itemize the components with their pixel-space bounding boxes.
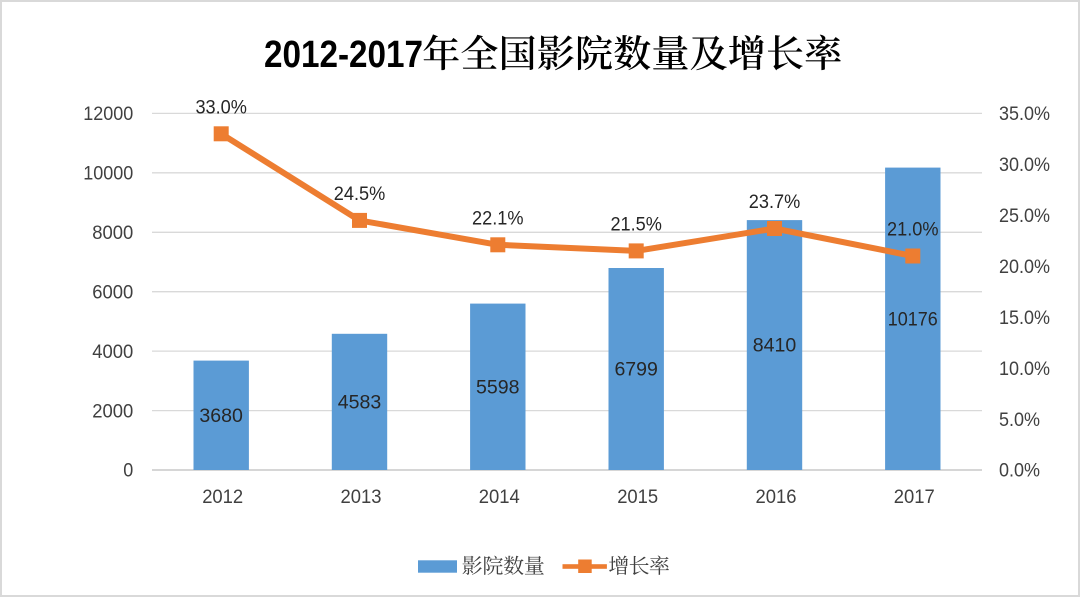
svg-text:24.5%: 24.5% xyxy=(334,183,386,205)
svg-text:8410: 8410 xyxy=(753,335,797,357)
svg-text:2012: 2012 xyxy=(202,486,243,508)
svg-text:8000: 8000 xyxy=(92,222,133,244)
svg-text:30.0%: 30.0% xyxy=(999,154,1050,176)
svg-text:20.0%: 20.0% xyxy=(999,256,1050,278)
svg-text:35.0%: 35.0% xyxy=(999,103,1050,125)
svg-text:2015: 2015 xyxy=(617,486,658,508)
svg-text:2012-2017: 2012-2017 xyxy=(264,34,423,76)
svg-text:10.0%: 10.0% xyxy=(999,358,1050,380)
svg-text:5598: 5598 xyxy=(476,377,520,399)
svg-text:12000: 12000 xyxy=(83,103,133,125)
svg-text:21.0%: 21.0% xyxy=(887,219,939,241)
svg-text:0: 0 xyxy=(123,460,133,482)
svg-text:10176: 10176 xyxy=(888,309,938,331)
svg-text:21.5%: 21.5% xyxy=(610,213,662,235)
svg-text:25.0%: 25.0% xyxy=(999,205,1050,227)
svg-text:15.0%: 15.0% xyxy=(999,307,1050,329)
svg-text:2016: 2016 xyxy=(756,486,797,508)
svg-text:6799: 6799 xyxy=(614,359,658,381)
svg-text:2014: 2014 xyxy=(479,486,520,508)
svg-text:2000: 2000 xyxy=(92,400,133,422)
svg-text:22.1%: 22.1% xyxy=(472,207,524,229)
svg-text:5.0%: 5.0% xyxy=(999,409,1040,431)
svg-text:23.7%: 23.7% xyxy=(749,191,801,213)
svg-text:0.0%: 0.0% xyxy=(999,460,1040,482)
svg-text:2017: 2017 xyxy=(894,486,935,508)
svg-text:33.0%: 33.0% xyxy=(195,96,247,118)
svg-text:4583: 4583 xyxy=(338,392,382,414)
svg-text:3680: 3680 xyxy=(199,405,243,427)
svg-text:10000: 10000 xyxy=(83,163,133,185)
svg-text:2013: 2013 xyxy=(341,486,382,508)
svg-text:6000: 6000 xyxy=(92,281,133,303)
svg-text:4000: 4000 xyxy=(92,341,133,363)
